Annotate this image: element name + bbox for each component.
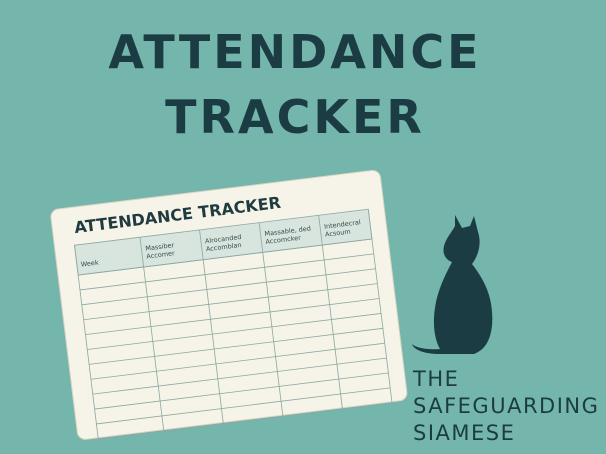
row-line [96, 387, 391, 425]
column-line [258, 222, 284, 417]
row-line [90, 342, 385, 380]
row-line [79, 253, 374, 291]
brand-line: SAFEGUARDING [413, 394, 599, 418]
column-line [199, 229, 224, 424]
column-header: Week [80, 258, 99, 268]
tracker-card: ATTENDANCE TRACKER WeekMassiberAccomerAl… [50, 169, 408, 440]
row-line [89, 327, 383, 365]
brand-line: SIAMESE [413, 421, 515, 445]
row-line [87, 313, 382, 350]
column-header: Massiber [145, 241, 175, 253]
row-line [78, 238, 372, 276]
column-header: Accomer [146, 249, 176, 260]
row-line [98, 402, 393, 440]
header-title: TRACKER [165, 90, 425, 144]
row-line [92, 357, 387, 395]
column-header: Acsoum [325, 228, 352, 239]
cat-silhouette [412, 215, 493, 354]
column-line [139, 237, 165, 431]
header-title: ATTENDANCE [108, 25, 481, 79]
row-line [94, 372, 389, 410]
row-line [85, 298, 380, 336]
column-line [74, 245, 99, 439]
column-line [318, 215, 343, 409]
row-line [83, 283, 378, 321]
row-line [81, 268, 376, 306]
brand-line: THE [412, 367, 459, 391]
column-line [367, 209, 393, 403]
